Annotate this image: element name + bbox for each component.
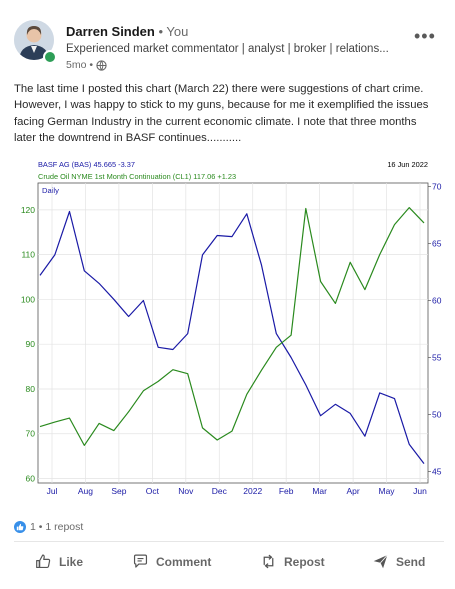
- right-axis-tick-label: 60: [432, 295, 442, 305]
- author-name[interactable]: Darren Sinden: [66, 24, 155, 39]
- comment-button[interactable]: Comment: [132, 553, 211, 570]
- like-reaction-icon: [14, 521, 26, 533]
- crude-oil-price-line: [39, 206, 425, 446]
- author-line: Darren Sinden • You: [66, 24, 188, 39]
- left-axis-tick-label: 60: [26, 474, 36, 484]
- comment-icon: [133, 554, 148, 568]
- connection-label: • You: [154, 24, 189, 39]
- more-options-icon[interactable]: •••: [414, 26, 436, 46]
- action-bar: Like Comment Repost Send: [0, 553, 455, 579]
- like-button[interactable]: Like: [35, 553, 83, 570]
- left-axis-tick-label: 110: [21, 250, 35, 260]
- x-axis-tick-label: Jun: [413, 486, 427, 496]
- price-chart: BASF AG (BAS) 45.665 -3.37 Crude Oil NYM…: [16, 155, 448, 500]
- like-label: Like: [59, 554, 84, 569]
- right-axis-tick-label: 45: [432, 467, 442, 477]
- x-axis-tick-label: 2022: [243, 486, 262, 496]
- post-text-line: The last time I posted this chart (March…: [14, 83, 424, 95]
- basf-price-line: [39, 210, 425, 464]
- x-axis-tick-label: Feb: [279, 486, 294, 496]
- online-status-icon: [43, 50, 57, 64]
- x-axis-tick-label: Mar: [312, 486, 327, 496]
- post-header: Darren Sinden • You Experienced market c…: [14, 16, 444, 71]
- send-icon: [373, 554, 388, 569]
- divider: [14, 541, 444, 542]
- right-axis-tick-label: 50: [432, 410, 442, 420]
- series-label-crude: Crude Oil NYME 1st Month Continuation (C…: [38, 172, 236, 181]
- left-axis-tick-label: 80: [26, 384, 36, 394]
- period-label: Daily: [42, 186, 59, 195]
- repost-label: Repost: [284, 554, 325, 569]
- social-counts[interactable]: 1 • 1 repost: [14, 521, 83, 533]
- comment-label: Comment: [156, 554, 212, 569]
- right-axis-tick-label: 70: [432, 181, 442, 191]
- x-axis-tick-label: May: [379, 486, 396, 496]
- thumbs-up-icon: [36, 554, 51, 569]
- right-axis-tick-label: 55: [432, 353, 442, 363]
- x-axis-tick-label: Nov: [178, 486, 194, 496]
- x-axis-tick-label: Apr: [346, 486, 359, 496]
- post-time: 5mo •: [66, 59, 94, 71]
- post-text-line: However, I was happy to stick to my guns…: [14, 99, 429, 112]
- x-axis-tick-label: Oct: [146, 486, 160, 496]
- x-axis-tick-label: Jul: [47, 486, 58, 496]
- post-text-line: facing German Industry in the current ec…: [14, 115, 417, 128]
- repost-button[interactable]: Repost: [260, 553, 325, 570]
- series-label-basf: BASF AG (BAS) 45.665 -3.37: [38, 160, 135, 169]
- right-axis-tick-label: 65: [432, 238, 442, 248]
- send-label: Send: [396, 554, 426, 569]
- globe-icon: [96, 59, 107, 71]
- post-text-line: later the downtrend in BASF continues...…: [14, 132, 242, 145]
- author-headline: Experienced market commentator | analyst…: [66, 43, 389, 55]
- plot-area: [37, 182, 429, 484]
- repost-icon: [263, 554, 274, 569]
- chart-image[interactable]: BASF AG (BAS) 45.665 -3.37 Crude Oil NYM…: [16, 155, 448, 500]
- reactions-count[interactable]: 1 • 1 repost: [30, 521, 84, 533]
- profile-photo-icon: [14, 20, 54, 60]
- left-axis-tick-label: 120: [21, 205, 35, 215]
- post-body: The last time I posted this chart (March…: [14, 81, 444, 147]
- left-axis-tick-label: 100: [21, 294, 35, 304]
- x-axis-tick-label: Aug: [78, 486, 93, 496]
- send-button[interactable]: Send: [372, 553, 425, 570]
- avatar[interactable]: [14, 20, 54, 60]
- post-meta: 5mo •: [66, 59, 107, 71]
- left-axis-tick-label: 70: [26, 429, 36, 439]
- left-axis-tick-label: 90: [26, 339, 36, 349]
- x-axis-tick-label: Sep: [111, 486, 126, 496]
- x-axis-tick-label: Dec: [212, 486, 228, 496]
- chart-date: 16 Jun 2022: [387, 160, 428, 169]
